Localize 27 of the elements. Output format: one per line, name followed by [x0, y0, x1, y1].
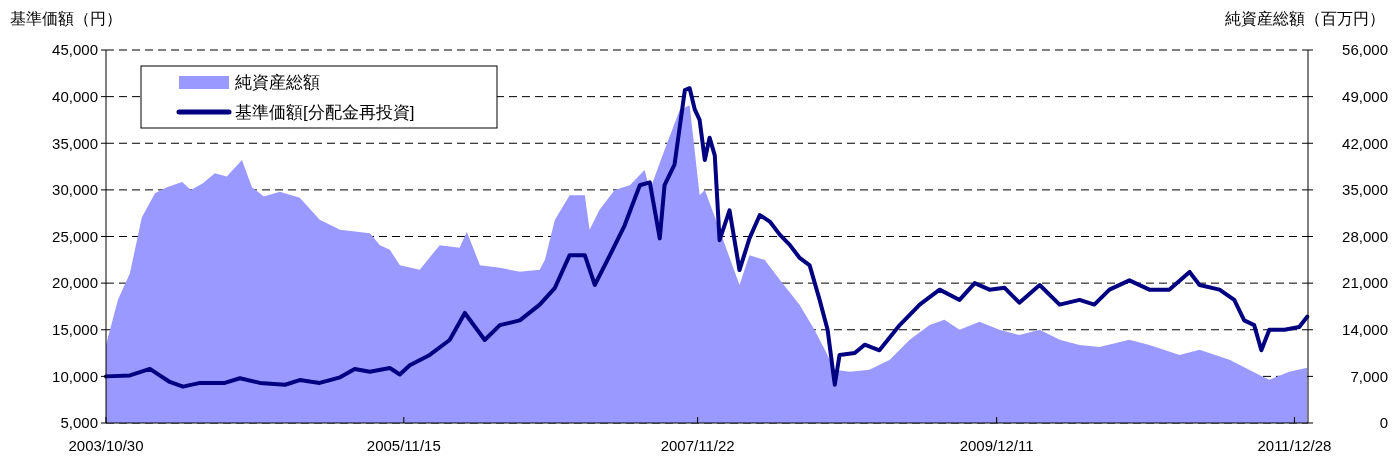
x-tick-label: 2005/11/15 — [366, 437, 441, 454]
y2-tick-label: 21,000 — [1342, 274, 1388, 292]
y2-tick-label: 28,000 — [1342, 227, 1388, 245]
legend-label: 基準価額[分配金再投資] — [235, 102, 415, 122]
y-tick-label: 15,000 — [52, 321, 98, 338]
y2-tick-label: 35,000 — [1342, 181, 1388, 199]
y-tick-label: 45,000 — [52, 41, 98, 59]
y2-tick-label: 42,000 — [1342, 134, 1388, 152]
y2-tick-label: 0 — [1379, 414, 1388, 432]
y-tick-label: 35,000 — [52, 134, 98, 152]
y2-tick-label: 56,000 — [1342, 41, 1388, 59]
y2-tick-label: 49,000 — [1342, 87, 1388, 105]
y-tick-label: 40,000 — [52, 87, 98, 105]
y-tick-label: 20,000 — [52, 274, 98, 292]
y-axis-title: 基準価額（円） — [10, 10, 122, 27]
y-tick-label: 5,000 — [60, 414, 98, 432]
x-tick-label: 2003/10/30 — [68, 437, 144, 454]
x-tick-label: 2009/12/11 — [959, 437, 1034, 454]
y-tick-label: 10,000 — [52, 367, 98, 385]
y2-tick-label: 14,000 — [1342, 321, 1388, 338]
x-tick-label: 2011/12/28 — [1257, 437, 1332, 454]
x-tick-label: 2007/11/22 — [660, 437, 735, 454]
y-tick-label: 30,000 — [52, 181, 98, 199]
y-tick-label: 25,000 — [52, 227, 98, 245]
y2-axis-title: 純資産総額（百万円） — [1225, 10, 1385, 27]
y2-tick-label: 7,000 — [1350, 367, 1388, 385]
legend-label: 純資産総額 — [235, 72, 320, 92]
